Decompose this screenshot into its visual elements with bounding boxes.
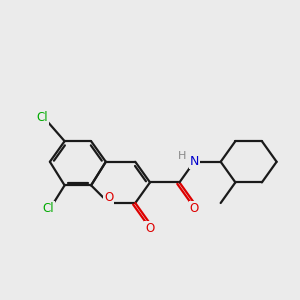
- Text: Cl: Cl: [37, 111, 48, 124]
- Text: O: O: [190, 202, 199, 215]
- Text: N: N: [190, 155, 200, 168]
- Text: O: O: [146, 222, 154, 236]
- Text: H: H: [178, 152, 186, 161]
- Text: Cl: Cl: [43, 202, 54, 215]
- Text: O: O: [104, 191, 113, 204]
